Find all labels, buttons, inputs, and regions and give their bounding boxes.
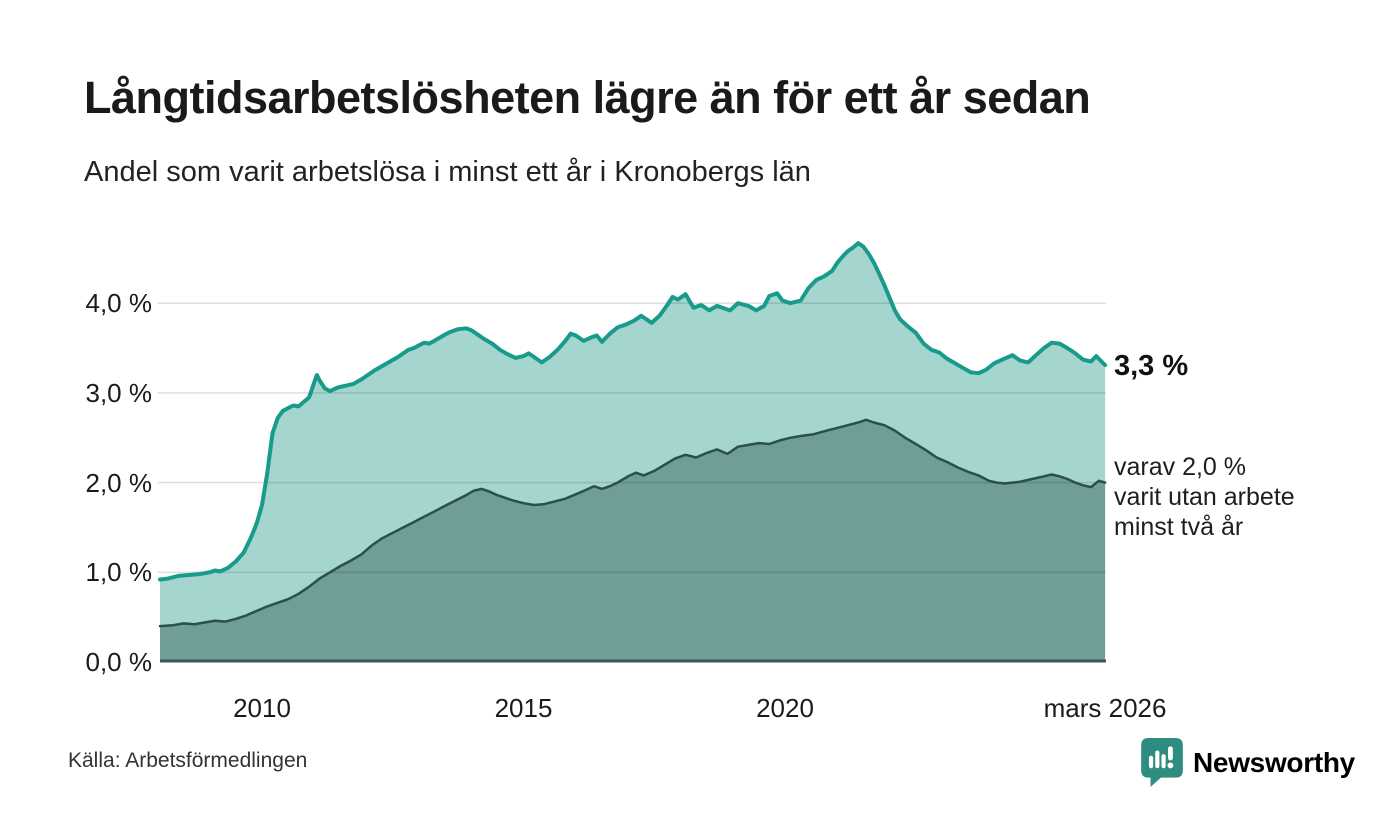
series-area <box>160 419 1106 661</box>
page-title: Långtidsarbetslösheten lägre än för ett … <box>84 72 1091 123</box>
y-axis-label: 4,0 % <box>85 288 153 319</box>
x-axis-label: mars 2026 <box>1043 693 1167 723</box>
x-axis-label: 2020 <box>756 693 814 723</box>
brand-name: Newsworthy <box>1193 746 1355 778</box>
y-axis-label: 3,0 % <box>85 377 153 408</box>
y-axis-label: 1,0 % <box>85 557 153 588</box>
y-axis-label: 0,0 % <box>85 647 153 677</box>
y-axis-label: 2,0 % <box>85 467 153 498</box>
annotation-two-year-line: varit utan arbete <box>1114 483 1295 511</box>
x-axis-label: 2015 <box>494 693 553 723</box>
series-line <box>158 241 1108 582</box>
source-note: Källa: Arbetsförmedlingen <box>68 749 308 772</box>
annotation-two-year-line: minst två år <box>1114 513 1244 541</box>
series-line <box>158 418 1107 628</box>
x-axis-label: 2010 <box>233 693 291 723</box>
annotation-two-year: varav 2,0 % varit utan arbete minst två … <box>1114 452 1295 542</box>
annotation-latest-value: 3,3 % <box>1114 350 1189 382</box>
brand-logo: Newsworthy <box>1141 738 1355 787</box>
chart-subtitle: Andel som varit arbetslösa i minst ett å… <box>84 156 811 188</box>
newsworthy-icon <box>1141 738 1183 787</box>
annotation-two-year-line: varav 2,0 % <box>1114 453 1247 481</box>
